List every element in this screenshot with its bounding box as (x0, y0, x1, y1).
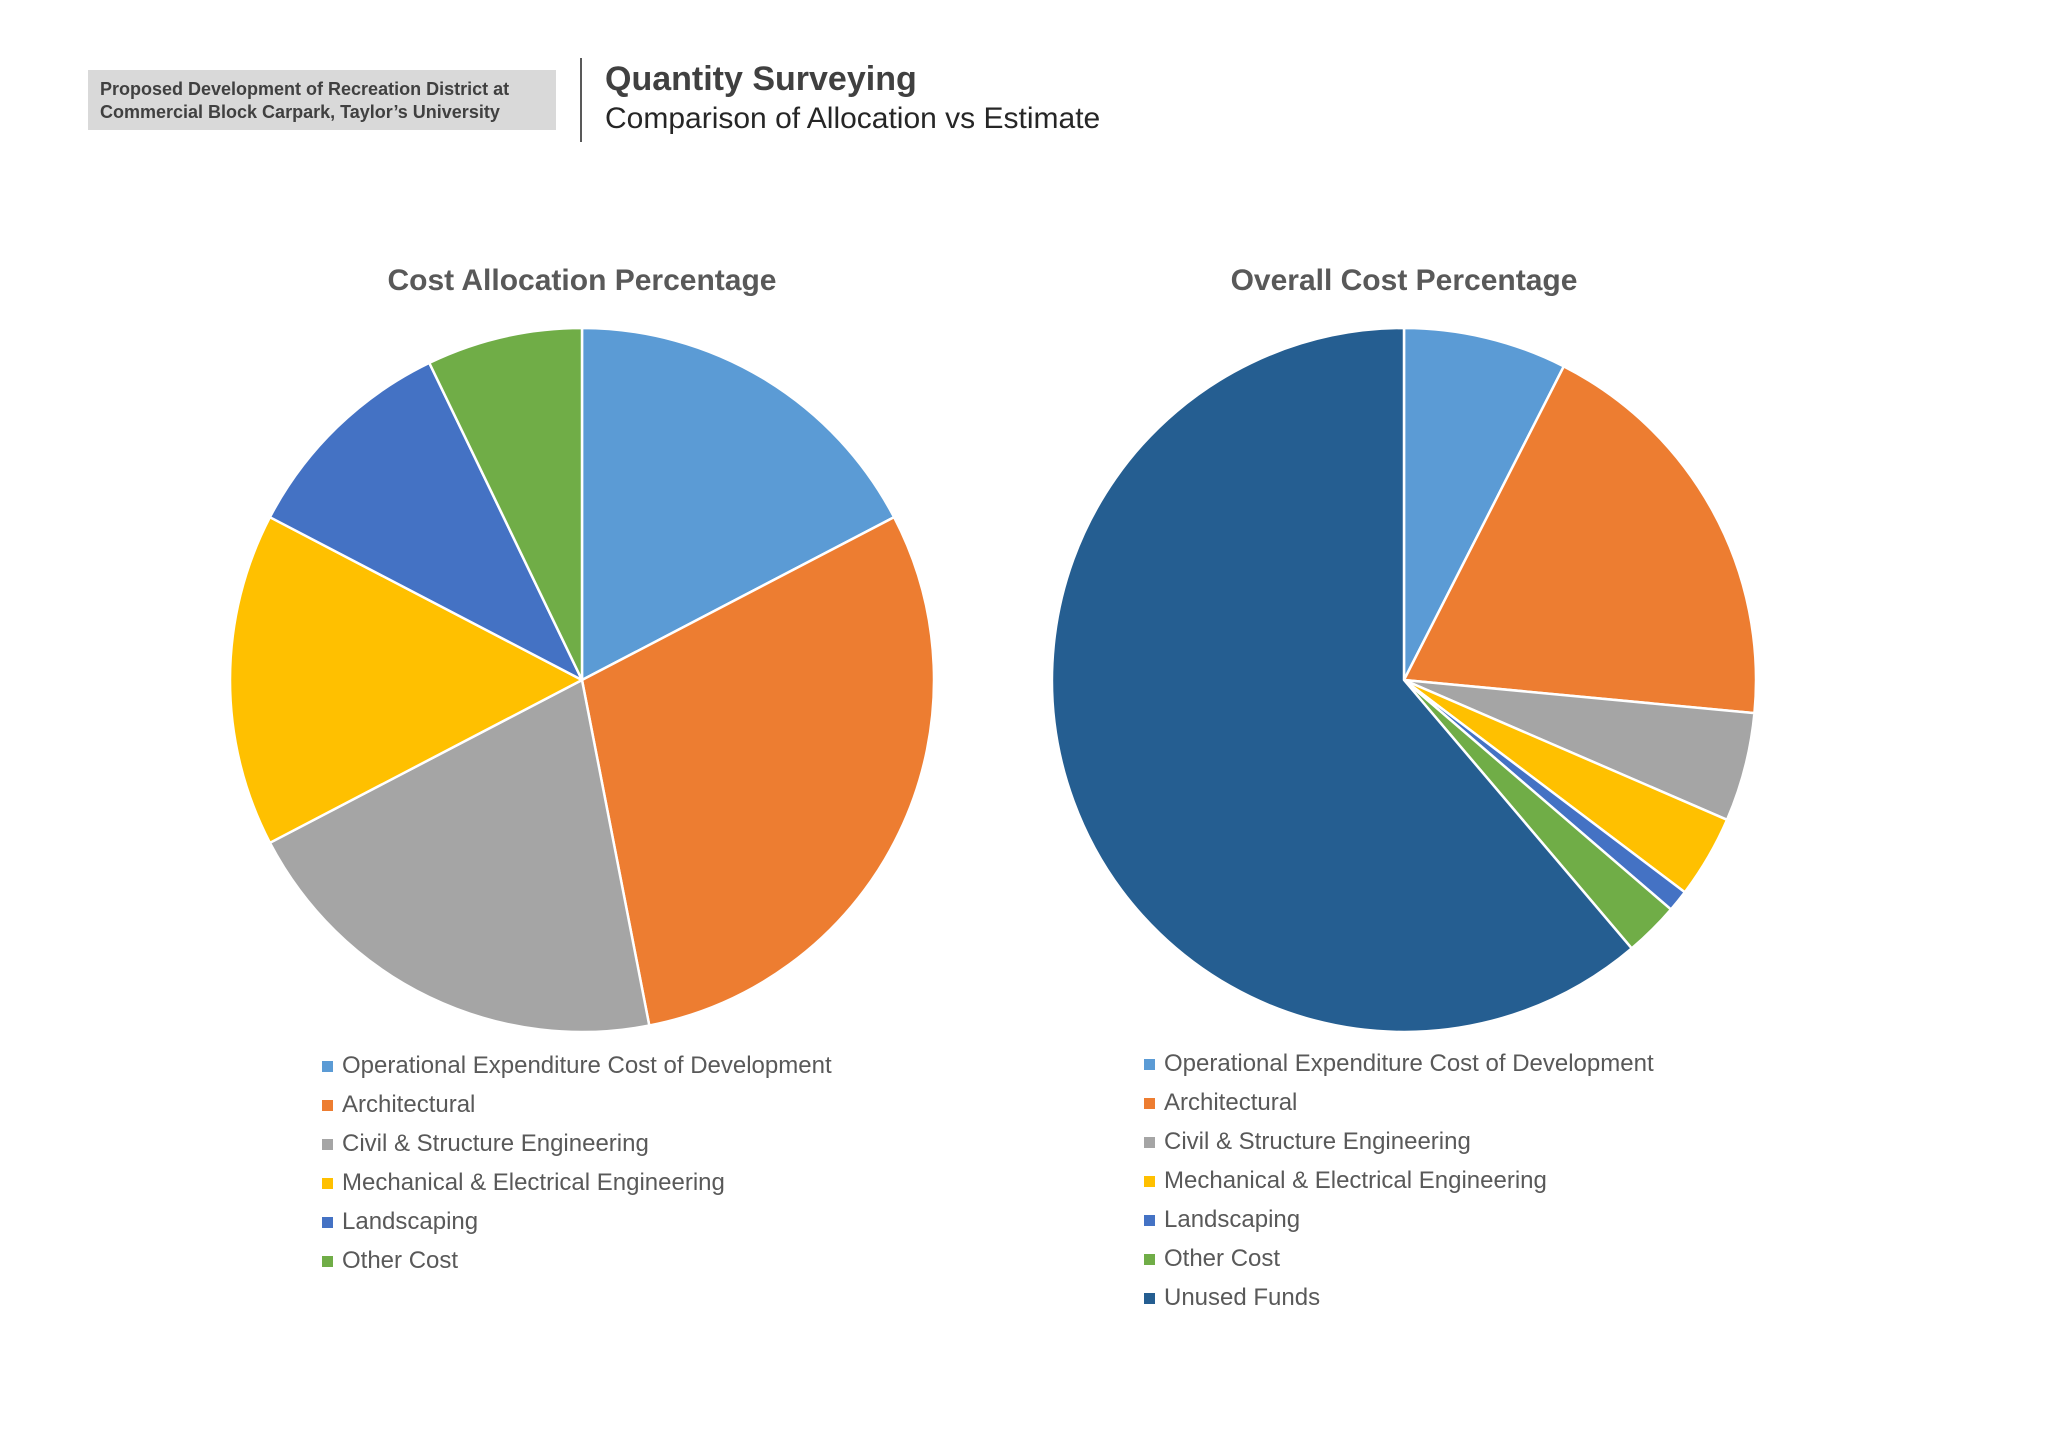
legend-allocation: Operational Expenditure Cost of Developm… (322, 1046, 832, 1280)
legend-item-other-cost: Other Cost (1144, 1239, 1654, 1278)
legend-swatch (1144, 1254, 1155, 1265)
pie-slice-architectural (580, 515, 936, 1027)
pie-slice-civil-and-structure-engineering (268, 678, 651, 1034)
legend-swatch (1144, 1293, 1155, 1304)
legend-item-landscaping: Landscaping (1144, 1200, 1654, 1239)
legend-item-unused-funds: Unused Funds (1144, 1278, 1654, 1317)
legend-label: Architectural (342, 1091, 476, 1118)
legend-item-operational-expenditure-cost-of-development: Operational Expenditure Cost of Developm… (322, 1046, 832, 1085)
legend-swatch (1144, 1215, 1155, 1226)
legend-label: Civil & Structure Engineering (342, 1130, 649, 1157)
legend-swatch (1144, 1176, 1155, 1187)
legend-label: Other Cost (1164, 1245, 1281, 1272)
legend-item-architectural: Architectural (1144, 1083, 1654, 1122)
legend-label: Mechanical & Electrical Engineering (1164, 1167, 1547, 1194)
legend-item-landscaping: Landscaping (322, 1202, 832, 1241)
legend-item-civil-and-structure-engineering: Civil & Structure Engineering (1144, 1122, 1654, 1161)
legend-label: Architectural (1164, 1089, 1298, 1116)
legend-swatch (1144, 1059, 1155, 1070)
header-divider (580, 58, 582, 142)
legend-swatch (322, 1217, 333, 1228)
pie-chart-overall (1050, 326, 1758, 1034)
legend-item-mechanical-and-electrical-engineering: Mechanical & Electrical Engineering (1144, 1161, 1654, 1200)
legend-label: Other Cost (342, 1247, 459, 1274)
legend-item-mechanical-and-electrical-engineering: Mechanical & Electrical Engineering (322, 1163, 832, 1202)
chart-title-allocation: Cost Allocation Percentage (387, 264, 777, 297)
legend-swatch (322, 1100, 333, 1111)
pie-slice-unused-funds (1050, 326, 1634, 1034)
legend-label: Mechanical & Electrical Engineering (342, 1169, 725, 1196)
legend-label: Landscaping (1164, 1206, 1301, 1233)
legend-swatch (322, 1256, 333, 1267)
legend-label: Operational Expenditure Cost of Developm… (342, 1052, 832, 1079)
legend-swatch (1144, 1137, 1155, 1148)
legend-label: Landscaping (342, 1208, 479, 1235)
legend-swatch (322, 1061, 333, 1072)
page-title: Quantity Surveying (605, 60, 917, 98)
legend-label: Civil & Structure Engineering (1164, 1128, 1471, 1155)
project-name-box: Proposed Development of Recreation Distr… (88, 70, 556, 130)
pie-slice-landscaping (268, 361, 584, 682)
project-name-line-2: Commercial Block Carpark, Taylor’s Unive… (100, 102, 500, 122)
legend-swatch (322, 1139, 333, 1150)
pie-slice-other-cost (428, 326, 584, 682)
legend-label: Operational Expenditure Cost of Developm… (1164, 1050, 1654, 1077)
page-subtitle: Comparison of Allocation vs Estimate (605, 102, 1101, 135)
legend-swatch (1144, 1098, 1155, 1109)
pie-slice-architectural (1402, 365, 1758, 715)
legend-item-other-cost: Other Cost (322, 1241, 832, 1280)
pie-slice-operational-expenditure-cost-of-development (580, 326, 896, 682)
legend-swatch (322, 1178, 333, 1189)
legend-overall: Operational Expenditure Cost of Developm… (1144, 1044, 1654, 1317)
legend-item-civil-and-structure-engineering: Civil & Structure Engineering (322, 1124, 832, 1163)
pie-slice-mechanical-and-electrical-engineering (228, 515, 584, 845)
pie-chart-allocation (228, 326, 936, 1034)
legend-item-operational-expenditure-cost-of-development: Operational Expenditure Cost of Developm… (1144, 1044, 1654, 1083)
chart-title-overall: Overall Cost Percentage (1230, 264, 1578, 297)
pie-slice-operational-expenditure-cost-of-development (1402, 326, 1566, 682)
legend-label: Unused Funds (1164, 1284, 1321, 1311)
legend-item-architectural: Architectural (322, 1085, 832, 1124)
project-name-line-1: Proposed Development of Recreation Distr… (100, 79, 510, 99)
